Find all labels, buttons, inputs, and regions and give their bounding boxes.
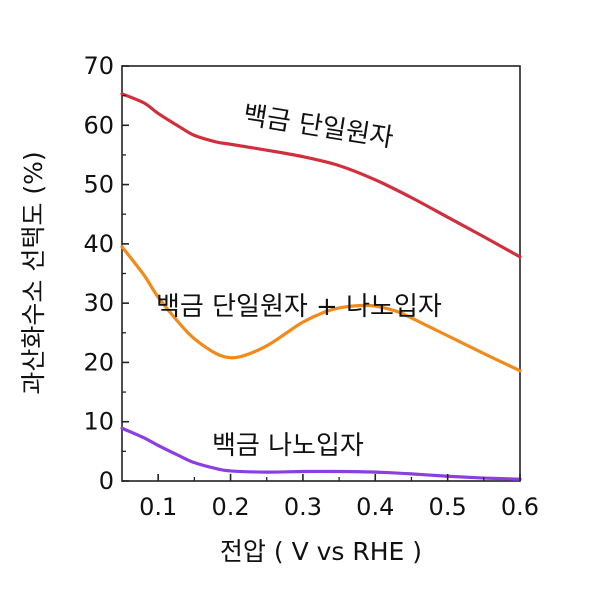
x-axis-title: 전압 ( V vs RHE ) (220, 537, 422, 566)
y-tick-label: 30 (83, 289, 114, 317)
x-tick-label: 0.6 (501, 493, 539, 521)
series-line-pt-single-atom (120, 92, 522, 259)
x-tick-label: 0.1 (139, 493, 177, 521)
y-tick-label: 10 (83, 408, 114, 436)
x-tick-label: 0.2 (211, 493, 249, 521)
annotation-pt-single-atom-nanoparticle: 백금 단일원자 + 나노입자 (156, 292, 442, 322)
x-tick-label: 0.3 (284, 493, 322, 521)
tick-layer: 0 10 20 30 40 50 60 70 0.1 0.2 0.3 0.4 0.5 0.6 (83, 52, 539, 521)
y-tick-label: 50 (83, 171, 114, 199)
x-tick-label: 0.5 (429, 493, 467, 521)
y-tick-label: 20 (83, 348, 114, 376)
y-tick-label: 40 (83, 230, 114, 258)
x-tick-label: 0.4 (356, 493, 394, 521)
y-tick-label: 60 (83, 111, 114, 139)
y-axis-title: 과산화수소 선택도 (%) (19, 151, 48, 394)
y-tick-label: 70 (83, 52, 114, 80)
series-layer (120, 92, 522, 481)
y-tick-label: 0 (99, 467, 114, 495)
series-line-pt-nanoparticle (120, 426, 522, 481)
annotation-pt-nanoparticle: 백금 나노입자 (212, 431, 364, 461)
annotation-pt-single-atom: 백금 단일원자 (241, 100, 396, 153)
series-line-pt-single-atom-nanoparticle (120, 245, 522, 373)
